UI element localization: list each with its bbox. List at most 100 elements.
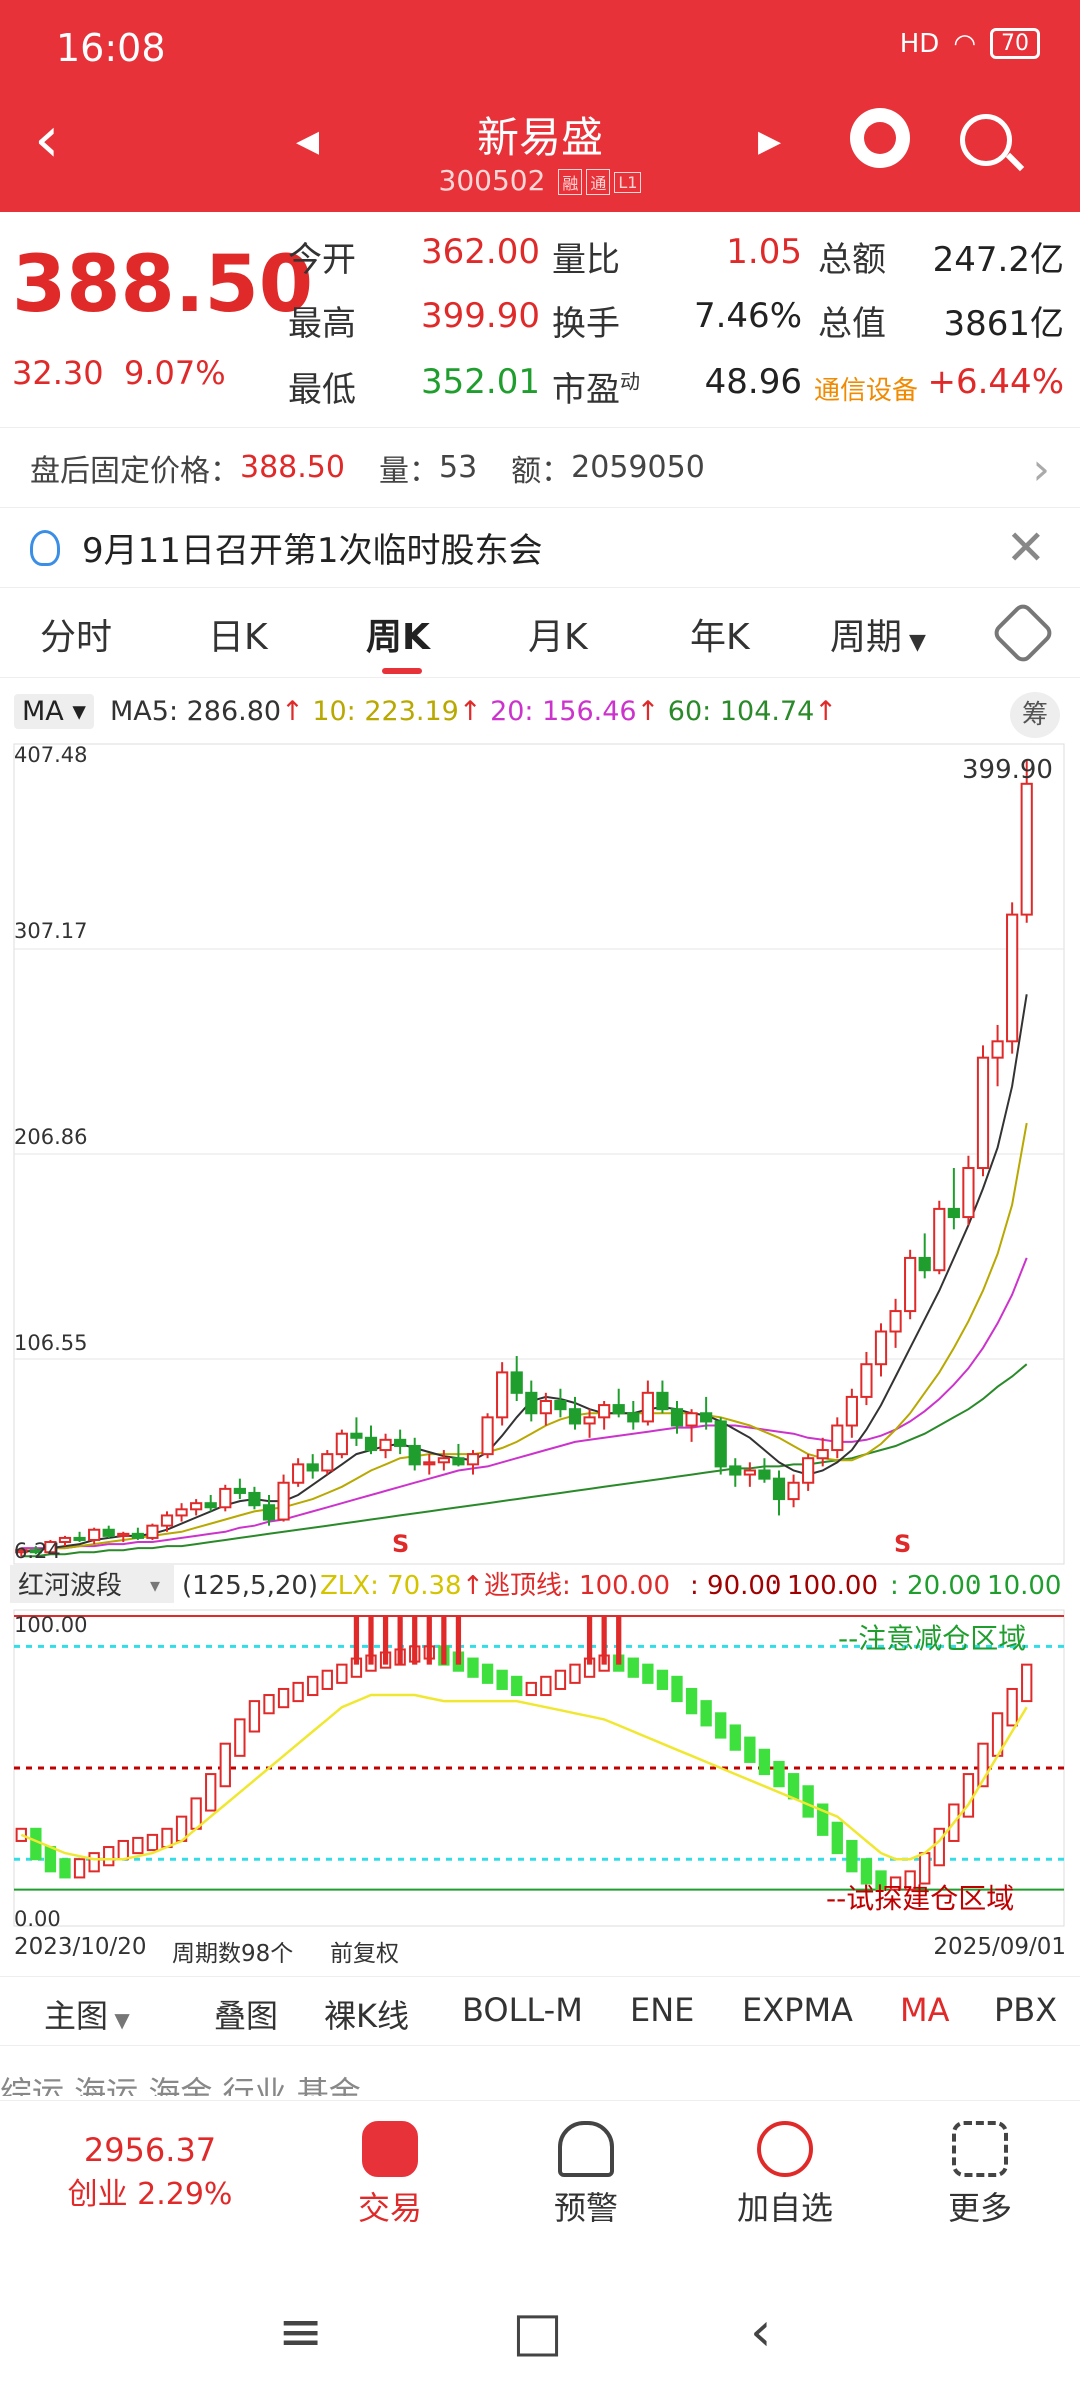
nav-trade[interactable]: 交易 xyxy=(340,2121,440,2229)
tab-monthly-k[interactable]: 月K xyxy=(528,617,588,658)
top-warning-bar xyxy=(353,1616,360,1665)
tab-weekly-k[interactable]: 周K xyxy=(366,617,430,658)
menu-icon[interactable]: ≡ xyxy=(278,2300,324,2363)
candle-body xyxy=(976,1056,990,1170)
market-cap-value: 3861亿 xyxy=(943,304,1064,344)
bottom-nav: 2956.37 创业 2.29% 交易 预警 加自选 更多 xyxy=(0,2100,1080,2240)
home-icon[interactable]: □ xyxy=(512,2300,564,2363)
osc-bar xyxy=(758,1748,771,1776)
after-hours-label: 盘后固定价格： xyxy=(30,453,240,489)
osc-bar xyxy=(146,1833,159,1852)
candle-body xyxy=(146,1524,159,1539)
system-nav-bar: ≡ □ ‹ xyxy=(0,2290,1080,2390)
next-stock-button[interactable]: ▶ xyxy=(758,124,782,159)
osc-bar xyxy=(817,1803,829,1836)
nav-add-watchlist[interactable]: 加自选 xyxy=(720,2121,850,2229)
top-warning-bar xyxy=(426,1616,432,1665)
tab-main-chart-label: 主图 xyxy=(44,1997,109,2035)
osc-bar xyxy=(919,1852,931,1885)
after-hours-row[interactable]: 盘后固定价格： 388.50 量： 53 额： 2059050 › xyxy=(0,428,1080,508)
volume-ratio-label: 量比 xyxy=(552,240,620,280)
sector-link[interactable]: 通信设备 xyxy=(814,376,919,406)
current-price: 388.50 xyxy=(12,240,313,330)
settings-icon[interactable] xyxy=(990,600,1056,666)
osc-bar xyxy=(540,1675,552,1697)
ma-legend: MA ▾ MA5: 286.80↑ 10: 223.19↑ 20: 156.46… xyxy=(0,690,1080,740)
y-axis-label-bottom: 6.24 xyxy=(14,1539,61,1563)
back-button[interactable]: ‹ xyxy=(34,103,60,177)
ma10-value: 10: 223.19 xyxy=(312,696,459,727)
osc-bar xyxy=(831,1821,843,1855)
notice-banner[interactable]: 9月11日召开第1次临时股东会 ✕ xyxy=(0,508,1080,588)
osc-bar xyxy=(860,1858,873,1885)
turnover-rate-value: 7.46% xyxy=(693,296,802,336)
nav-more[interactable]: 更多 xyxy=(930,2121,1030,2229)
candle-body xyxy=(335,1432,348,1456)
candle-body xyxy=(394,1438,407,1447)
adjust-mode: 前复权 xyxy=(330,1941,399,1967)
period-count: 周期数98个 xyxy=(172,1941,294,1967)
nav-add-label: 加自选 xyxy=(736,2189,833,2227)
top-warning-bar xyxy=(412,1616,418,1665)
candle-body xyxy=(991,1040,1004,1059)
candle-body xyxy=(816,1449,829,1460)
tab-yearly-k[interactable]: 年K xyxy=(690,617,750,658)
candle-body xyxy=(364,1436,378,1452)
tab-pbx[interactable]: PBX xyxy=(994,1991,1058,2029)
tab-main-chart[interactable]: 主图 ▼ xyxy=(44,1991,130,2037)
osc-bar xyxy=(554,1669,567,1690)
candle-body xyxy=(670,1408,684,1427)
indicator-bars xyxy=(15,1616,1033,1891)
back-icon[interactable]: ‹ xyxy=(750,2300,772,2363)
candle-body xyxy=(641,1391,654,1423)
ma-selector[interactable]: MA ▾ xyxy=(14,694,94,729)
prev-stock-button[interactable]: ◀ xyxy=(296,124,320,159)
ma-values: MA5: 286.80↑ 10: 223.19↑ 20: 156.46↑ 60:… xyxy=(110,696,837,727)
nav-alert[interactable]: 预警 xyxy=(536,2121,636,2229)
osc-bar xyxy=(802,1785,814,1818)
ma5-value: MA5: 286.80 xyxy=(110,696,282,727)
tab-ene[interactable]: ENE xyxy=(630,1991,695,2029)
quote-panel: 388.50 32.30 9.07% 今开 362.00 量比 1.05 总额 … xyxy=(0,212,1080,428)
top-warning-bar xyxy=(616,1616,622,1665)
tab-overlay[interactable]: 叠图 xyxy=(214,1997,279,2035)
candle-body xyxy=(379,1438,392,1452)
line-10-value: : 10.00 xyxy=(970,1571,1061,1601)
chip-distribution-button[interactable]: 筹 xyxy=(1010,692,1060,738)
search-icon[interactable] xyxy=(960,114,1012,166)
y-axis-label-3: 206.86 xyxy=(14,1125,87,1149)
candle-body xyxy=(539,1399,552,1415)
tab-period[interactable]: 周期 ▼ xyxy=(830,608,926,660)
open-value: 362.00 xyxy=(421,232,540,272)
nav-more-label: 更多 xyxy=(947,2189,1012,2227)
candle-body xyxy=(918,1256,931,1272)
tab-boll-m[interactable]: BOLL-M xyxy=(462,1991,583,2029)
tab-daily-k[interactable]: 日K xyxy=(208,617,268,658)
close-icon[interactable]: ✕ xyxy=(1005,520,1046,576)
osc-bar xyxy=(1021,1663,1033,1703)
after-hours-amount: 2059050 xyxy=(571,450,705,485)
sector-change-value: +6.44% xyxy=(927,362,1065,402)
y-axis-label-4: 106.55 xyxy=(14,1331,87,1355)
ma60-value: 60: 104.74 xyxy=(667,696,815,727)
assistant-icon[interactable] xyxy=(850,108,910,168)
y-axis-label-top: 407.48 xyxy=(14,743,87,767)
osc-y-top: 100.00 xyxy=(14,1613,87,1637)
kline-chart[interactable]: 407.48 307.17 206.86 106.55 6.24 399.90 … xyxy=(0,740,1080,1934)
price-change: 32.30 9.07% xyxy=(12,354,226,392)
tab-expma[interactable]: EXPMA xyxy=(742,1991,853,2029)
level-tag: L1 xyxy=(614,171,642,193)
indicator-selector[interactable] xyxy=(10,1565,174,1603)
candle-body xyxy=(554,1399,567,1411)
index-ticker[interactable]: 2956.37 创业 2.29% xyxy=(50,2131,250,2213)
chart-footer: 2023/10/20 周期数98个 前复权 2025/09/01 xyxy=(0,1934,1080,1974)
dropdown-icon: ▾ xyxy=(150,1573,160,1597)
chevron-right-icon: › xyxy=(1032,444,1050,495)
tab-ma[interactable]: MA xyxy=(900,1991,950,2029)
tab-bare-k[interactable]: 裸K线 xyxy=(324,1997,409,2035)
up-arrow-icon: ↑ xyxy=(814,696,837,727)
osc-bar xyxy=(248,1700,261,1733)
tab-intraday[interactable]: 分时 xyxy=(40,617,113,658)
candle-body xyxy=(44,1541,57,1554)
osc-bar xyxy=(773,1760,785,1788)
